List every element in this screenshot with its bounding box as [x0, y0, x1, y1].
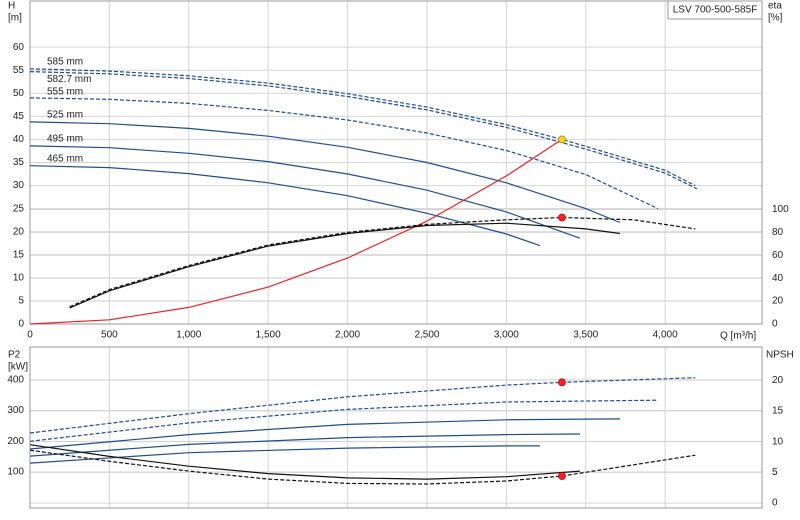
y2-tick-label: 20 [772, 375, 784, 386]
y-axis-label: H [8, 1, 15, 12]
duty-point [558, 213, 566, 222]
y2-tick-label: 15 [772, 406, 784, 417]
curve [29, 444, 580, 480]
x-tick-label: 1,500 [256, 330, 281, 341]
duty-point [558, 135, 566, 144]
y2-tick-label: 20 [772, 296, 784, 307]
y-axis-unit: [m] [8, 13, 22, 24]
x-tick-label: 3,000 [494, 330, 519, 341]
curve-label: 585 mm [47, 56, 83, 67]
curve [69, 216, 696, 308]
y2-axis-unit: [%] [768, 13, 783, 24]
x-tick-label: 2,500 [414, 330, 439, 341]
x-tick-label: 500 [101, 330, 118, 341]
y-axis-label: P2 [8, 350, 21, 361]
curve [29, 399, 659, 442]
x-tick-label: 0 [27, 330, 33, 341]
curve-label: 582.7 mm [47, 74, 91, 85]
duty-point [558, 378, 566, 387]
curve [29, 433, 580, 457]
x-tick-label: 2,000 [335, 330, 360, 341]
curve [29, 445, 540, 464]
curve [29, 97, 659, 210]
y-axis-unit: [kW] [8, 362, 28, 373]
y-tick-label: 40 [13, 134, 25, 145]
y2-tick-label: 0 [772, 498, 778, 509]
duty-point [558, 472, 566, 480]
title-box [667, 0, 763, 20]
curve [29, 418, 620, 450]
y2-axis-label: eta [768, 1, 782, 12]
plot-frame [29, 0, 763, 325]
curve [29, 121, 621, 224]
y-tick-label: 300 [7, 405, 24, 416]
y-tick-label: 100 [7, 467, 24, 478]
y-tick-label: 0 [18, 319, 24, 330]
y-tick-label: 20 [13, 226, 25, 237]
x-tick-label: 4,000 [653, 330, 678, 341]
x-tick-label: 3,500 [573, 330, 598, 341]
curve [29, 165, 541, 247]
y-tick-label: 35 [13, 157, 25, 168]
curve [29, 377, 696, 434]
y-tick-label: 25 [13, 203, 25, 214]
y-tick-label: 30 [13, 180, 25, 191]
y2-axis-label: NPSH [766, 350, 794, 361]
y-tick-label: 60 [13, 42, 25, 53]
y-tick-label: 15 [13, 249, 25, 260]
y-tick-label: 200 [7, 436, 24, 447]
y-tick-label: 50 [13, 88, 25, 99]
chart-title: LSV 700-500-585F [673, 5, 758, 16]
y2-tick-label: 40 [772, 273, 784, 284]
plot-frame [29, 346, 763, 509]
y-tick-label: 5 [18, 296, 24, 307]
y-tick-label: 45 [13, 111, 25, 122]
y-tick-label: 55 [13, 65, 25, 76]
curve [29, 71, 698, 190]
y2-tick-label: 100 [772, 204, 789, 215]
curve-label: 495 mm [47, 134, 83, 145]
y2-tick-label: 60 [772, 250, 784, 261]
x-tick-label: 1,000 [176, 330, 201, 341]
y2-tick-label: 10 [772, 436, 784, 447]
curve [29, 449, 696, 485]
y2-tick-label: 0 [772, 319, 778, 330]
curve [29, 138, 563, 325]
y2-tick-label: 5 [772, 467, 778, 478]
curve [29, 68, 696, 187]
curve-label: 555 mm [47, 87, 83, 98]
y-tick-label: 10 [13, 272, 25, 283]
curve-label: 465 mm [47, 153, 83, 164]
curve [29, 145, 581, 239]
curve-label: 525 mm [47, 110, 83, 121]
x-axis-label: Q [m³/h] [720, 331, 756, 342]
y2-tick-label: 80 [772, 227, 784, 238]
curve [69, 222, 620, 309]
y-tick-label: 400 [7, 375, 24, 386]
